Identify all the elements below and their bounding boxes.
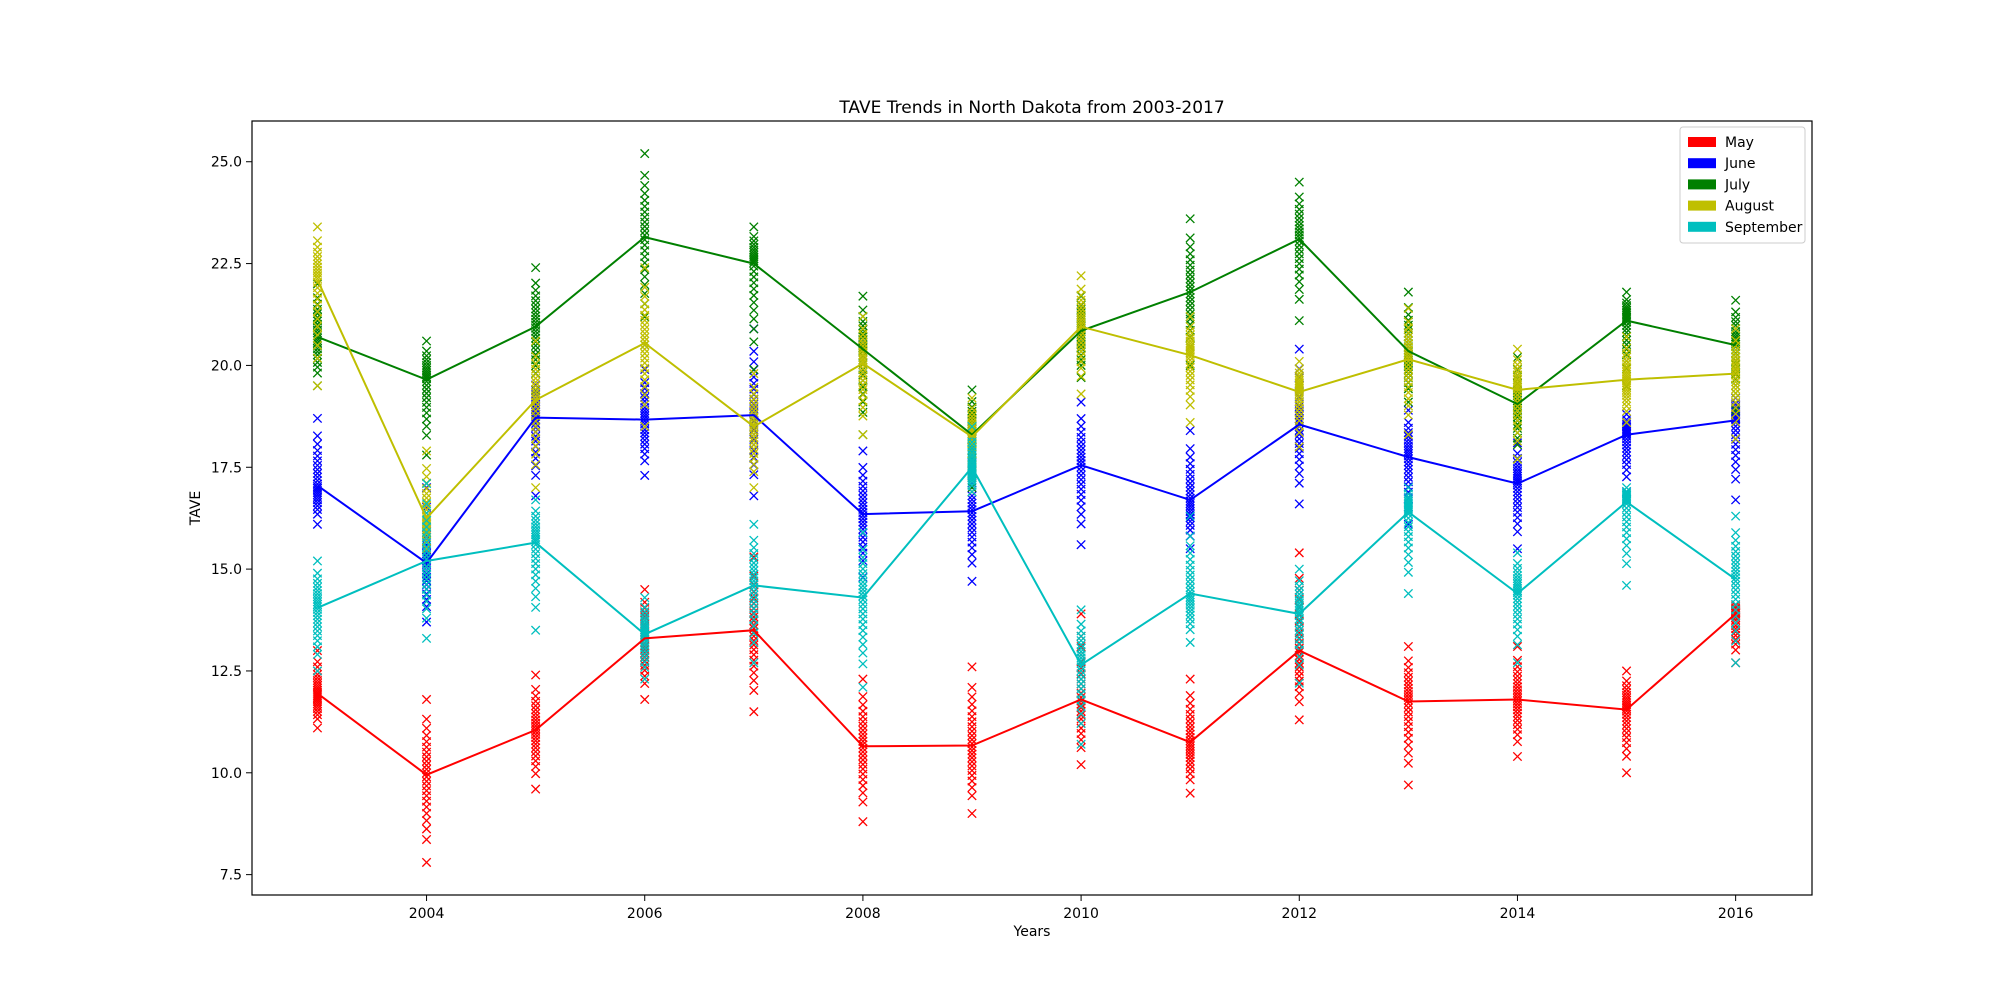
x-tick-label: 2006 [627, 906, 663, 922]
legend-swatch [1688, 222, 1716, 232]
y-tick-label: 10.0 [211, 766, 242, 782]
y-tick-label: 22.5 [211, 257, 242, 273]
legend-swatch [1688, 179, 1716, 189]
y-tick-label: 15.0 [211, 562, 242, 578]
x-tick-label: 2004 [409, 906, 445, 922]
x-tick-label: 2014 [1500, 906, 1536, 922]
legend-swatch [1688, 158, 1716, 168]
legend-label: May [1725, 135, 1754, 151]
legend-label: August [1725, 199, 1775, 215]
x-tick-label: 2008 [845, 906, 881, 922]
legend: May June July August September [1680, 127, 1805, 243]
x-tick-label: 2012 [1281, 906, 1317, 922]
y-tick-label: 20.0 [211, 358, 242, 374]
legend-label: July [1724, 177, 1750, 193]
y-tick-label: 17.5 [211, 460, 242, 476]
x-tick-label: 2010 [1063, 906, 1099, 922]
y-tick-label: 25.0 [211, 155, 242, 171]
y-axis-label: TAVE [188, 491, 204, 527]
legend-swatch [1688, 201, 1716, 211]
y-tick-label: 12.5 [211, 664, 242, 680]
x-axis-label: Years [1013, 924, 1051, 940]
legend-label: June [1724, 156, 1756, 172]
legend-swatch [1688, 137, 1716, 147]
chart-title: TAVE Trends in North Dakota from 2003-20… [838, 98, 1224, 118]
y-tick-label: 7.5 [220, 868, 242, 884]
legend-label: September [1725, 220, 1803, 236]
x-tick-label: 2016 [1718, 906, 1754, 922]
